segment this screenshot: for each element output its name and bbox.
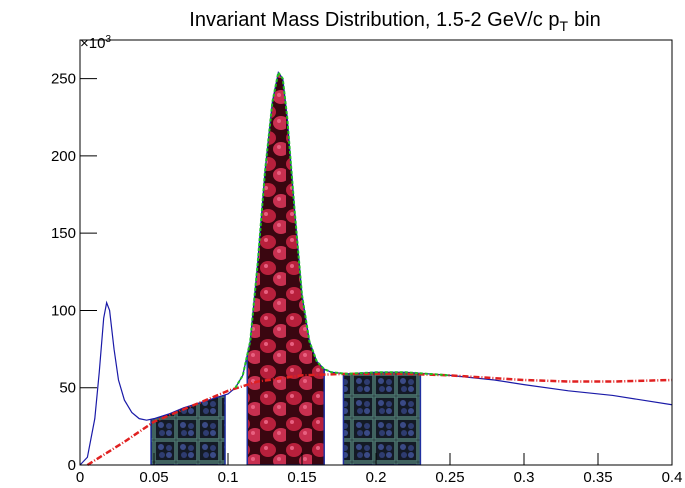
x-tick-label: 0.35 (583, 469, 612, 486)
series-line (234, 70, 451, 389)
title-suffix: bin (574, 9, 601, 31)
x-tick-label: 0.2 (366, 469, 387, 486)
y-tick-label: 200 (51, 148, 76, 165)
shaded-region (150, 72, 226, 466)
x-tick-label: 0.15 (287, 469, 316, 486)
y-tick-label: 250 (51, 71, 76, 88)
y-tick-label: 0 (68, 457, 76, 474)
title-subscript: T (559, 18, 568, 34)
x-tick-label: 0.05 (139, 469, 168, 486)
y-multiplier: ×103 (80, 34, 111, 52)
y-tick-label: 50 (59, 380, 76, 397)
x-tick-label: 0 (76, 469, 84, 486)
title-main: Invariant Mass Distribution, 1.5-2 GeV/c… (189, 9, 559, 31)
x-tick-label: 0.25 (435, 469, 464, 486)
shaded-region (342, 72, 422, 466)
frame (79, 39, 673, 466)
y-tick-label: 100 (51, 302, 76, 319)
x-tick-label: 0.1 (218, 469, 239, 486)
y-tick-label: 150 (51, 225, 76, 242)
x-tick-label: 0.4 (662, 469, 683, 486)
series-line (86, 372, 673, 467)
chart-title: Invariant Mass Distribution, 1.5-2 GeV/c… (189, 9, 600, 34)
x-tick-label: 0.3 (514, 469, 535, 486)
y-multiplier-base: ×10 (80, 35, 105, 52)
